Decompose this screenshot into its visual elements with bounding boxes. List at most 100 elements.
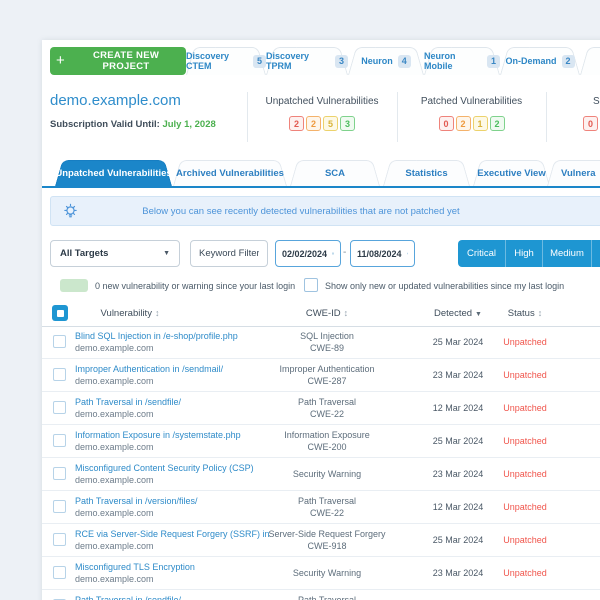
view-tab-label: Statistics (405, 167, 448, 179)
show-only-new-checkbox[interactable] (304, 278, 318, 292)
stat-divider (397, 92, 398, 142)
stat-section: Unpatched Vulnerabilities 2 2 5 3 (247, 96, 397, 131)
vulnerability-link[interactable]: Path Traversal in /sendfile/ (75, 397, 182, 407)
project-tab[interactable] (580, 47, 600, 75)
vulnerability-link[interactable]: Path Traversal in /version/files/ (75, 496, 198, 506)
vulnerability-target: demo.example.com (75, 343, 154, 353)
vulnerability-table-body: Blind SQL Injection in /e-shop/profile.p… (42, 326, 600, 600)
project-tab-count-badge: 1 (487, 54, 500, 68)
project-domain[interactable]: demo.example.com (50, 92, 181, 109)
severity-count-badge-high: 2 (455, 116, 471, 131)
severity-filter-button[interactable]: Critical (458, 240, 506, 267)
vulnerability-link[interactable]: Misconfigured Content Security Policy (C… (75, 463, 254, 473)
severity-count-badges: 0 (546, 116, 600, 131)
cwe-name: Improper Authentication (279, 364, 375, 374)
view-tab[interactable]: SCA (290, 160, 380, 186)
vulnerability-target: demo.example.com (75, 442, 154, 452)
content-card: + CREATE NEW PROJECT demo.example.com Su… (42, 40, 600, 600)
select-all-checkbox[interactable] (52, 305, 68, 321)
new-item-color-swatch (60, 279, 88, 292)
project-tab[interactable]: On-Demand 2 (500, 47, 580, 75)
table-row: Information Exposure in /systemstate.php… (42, 425, 600, 458)
vulnerability-target: demo.example.com (75, 508, 154, 518)
cwe-name: Path Traversal (297, 496, 357, 506)
cwe-name: Security Warning (292, 469, 362, 479)
vulnerability-link[interactable]: RCE via Server-Side Request Forgery (SSR… (75, 529, 271, 539)
project-tab[interactable]: Neuron 4 (348, 47, 424, 75)
table-row: Misconfigured Content Security Policy (C… (42, 458, 600, 491)
show-only-new-label[interactable]: Show only new or updated vulnerabilities… (325, 281, 565, 291)
column-header-cwe-id[interactable]: CWE-ID ↕ (305, 308, 349, 319)
date-range-separator: - (343, 247, 347, 258)
date-from-value: 02/02/2024 (282, 248, 328, 259)
severity-filter-button[interactable]: Medium (543, 240, 592, 267)
view-tab[interactable]: Archived Vulnerabilities (173, 160, 287, 186)
target-filter-select[interactable]: All Targets ▼ (50, 240, 180, 267)
status-badge: Unpatched (503, 436, 547, 446)
table-row: Path Traversal in /version/files/demo.ex… (42, 491, 600, 524)
severity-count-badge-critical: 0 (583, 116, 598, 131)
cwe-cell: Information Exposure CWE-200 (257, 425, 397, 457)
row-checkbox[interactable] (53, 566, 66, 579)
project-tab-count-badge: 4 (397, 54, 411, 68)
project-tab-label: Neuron (361, 56, 393, 66)
date-to-input[interactable]: 11/08/2024 (350, 240, 415, 267)
project-tab-label: On-Demand (505, 56, 557, 66)
severity-count-badge-medium: 5 (323, 116, 338, 131)
row-checkbox[interactable] (53, 335, 66, 348)
severity-count-badge-medium: 1 (472, 116, 488, 131)
project-tab-label: Neuron Mobile (424, 51, 456, 71)
notice-bar: Below you can see recently detected vuln… (50, 196, 600, 226)
view-tab[interactable]: Statistics (383, 160, 470, 186)
calendar-icon (406, 252, 408, 255)
target-filter-value: All Targets (60, 248, 109, 259)
row-checkbox[interactable] (53, 533, 66, 546)
cwe-name: Security Warning (292, 568, 362, 578)
vulnerability-target: demo.example.com (75, 475, 154, 485)
cwe-cell: Improper Authentication CWE-287 (257, 359, 397, 391)
view-tab[interactable]: Unpatched Vulnerabilities (55, 160, 172, 186)
cwe-name: SQL Injection (300, 331, 354, 341)
stat-divider (546, 92, 547, 142)
column-header-detected[interactable]: Detected ▼ (434, 308, 482, 319)
row-checkbox[interactable] (53, 368, 66, 381)
severity-filter-group: Critical High Medium (458, 240, 600, 267)
row-checkbox[interactable] (53, 434, 66, 447)
project-tab[interactable]: Discovery TPRM 3 (266, 47, 348, 75)
row-checkbox[interactable] (53, 401, 66, 414)
column-header-status[interactable]: Status ↕ (507, 308, 543, 319)
keyword-filter-input[interactable] (190, 240, 268, 267)
cwe-id: CWE-287 (307, 376, 347, 386)
severity-filter-button[interactable] (592, 240, 600, 267)
view-tab[interactable]: Executive View (473, 160, 550, 186)
severity-count-badge-low: 2 (489, 116, 505, 131)
create-new-project-button[interactable]: + CREATE NEW PROJECT (50, 47, 186, 75)
select-all-indeterminate-mark (56, 309, 64, 317)
view-tab[interactable]: Vulnera (547, 160, 600, 186)
row-checkbox[interactable] (53, 500, 66, 513)
vulnerability-link[interactable]: Information Exposure in /systemstate.php (75, 430, 241, 440)
cwe-id: CWE-89 (309, 343, 344, 353)
table-row: RCE via Server-Side Request Forgery (SSR… (42, 524, 600, 557)
date-from-input[interactable]: 02/02/2024 (275, 240, 341, 267)
project-tab[interactable]: Discovery CTEM 5 (186, 47, 266, 75)
new-items-text: 0 new vulnerability or warning since you… (95, 281, 296, 291)
vulnerability-link[interactable]: Path Traversal in /sendfile/ (75, 595, 182, 600)
vulnerability-link[interactable]: Improper Authentication in /sendmail/ (75, 364, 224, 374)
cwe-name: Path Traversal (297, 397, 357, 407)
severity-filter-button[interactable]: High (506, 240, 543, 267)
vulnerability-link[interactable]: Misconfigured TLS Encryption (75, 562, 195, 572)
vulnerability-link[interactable]: Blind SQL Injection in /e-shop/profile.p… (75, 331, 238, 341)
row-checkbox[interactable] (53, 467, 66, 480)
status-badge: Unpatched (503, 403, 547, 413)
column-header-vulnerability[interactable]: Vulnerability ↕ (100, 308, 160, 319)
detected-date: 23 Mar 2024 (432, 370, 484, 380)
project-tab-label: Discovery CTEM (186, 51, 230, 71)
sort-icon: ↕ (537, 308, 543, 318)
severity-count-badge-high: 2 (306, 116, 321, 131)
create-new-project-label: CREATE NEW PROJECT (92, 50, 160, 72)
project-tab[interactable]: Neuron Mobile 1 (424, 47, 500, 75)
